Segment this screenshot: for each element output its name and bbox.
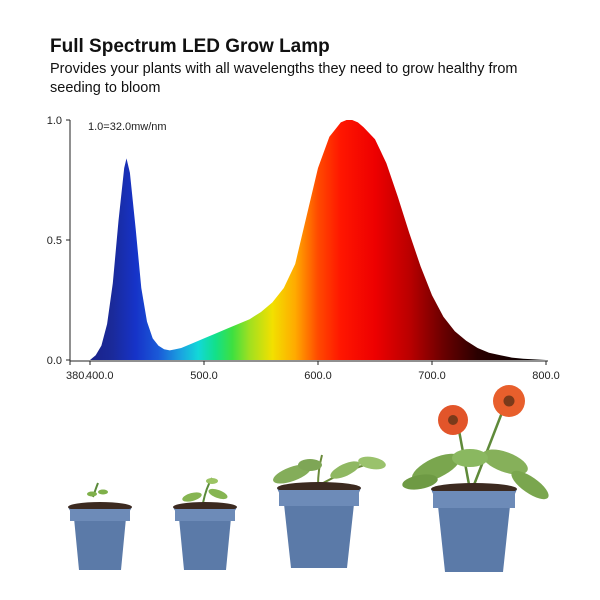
- flowering-plant-pot-icon: [402, 385, 549, 572]
- x-tick-label: 700.0: [418, 370, 446, 382]
- x-tick-label: 500.0: [190, 370, 218, 382]
- chart-annotation: 1.0=32.0mw/nm: [88, 121, 167, 133]
- sprout-pot-icon: [173, 477, 237, 570]
- page-title: Full Spectrum LED Grow Lamp: [50, 36, 330, 57]
- spectrum-area: [67, 120, 546, 360]
- y-tick-label: 0.0: [47, 355, 62, 367]
- y-tick-label: 1.0: [47, 115, 62, 127]
- young-plant-pot-icon: [273, 454, 386, 568]
- y-tick-label: 0.5: [47, 235, 62, 247]
- x-tick-label: 800.0: [532, 370, 560, 382]
- page-subtitle: Provides your plants with all wavelength…: [50, 61, 518, 96]
- seedling-pot-icon: [68, 482, 132, 570]
- spectrum-chart: 1.0=32.0mw/nm 0.0 0.5 1.0 380.400.0 500.0 600…: [47, 115, 560, 382]
- x-tick-label: 600.0: [304, 370, 332, 382]
- axis-ticks: 0.0 0.5 1.0 380.400.0 500.0 600.0 700.0 800.0: [47, 115, 560, 382]
- x-tick-label: 400.0: [86, 370, 114, 382]
- x-tick-label: 380.: [66, 370, 87, 382]
